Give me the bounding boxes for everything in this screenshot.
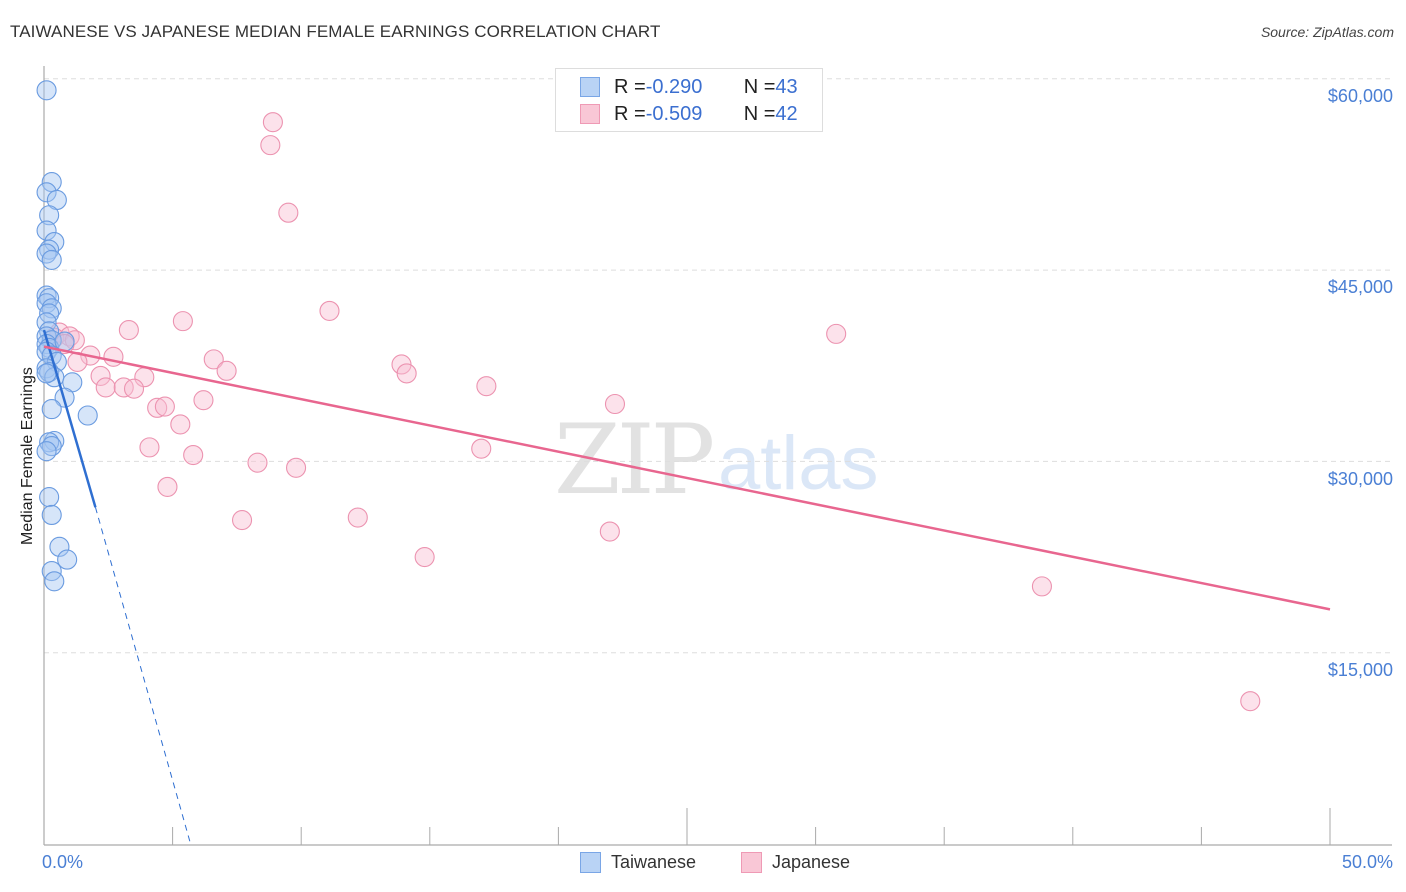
data-point-japanese[interactable]	[599, 521, 620, 542]
trendline-taiwanese	[42, 329, 97, 508]
data-point-japanese[interactable]	[286, 457, 307, 478]
data-point-taiwanese[interactable]	[57, 549, 78, 570]
data-point-japanese[interactable]	[216, 360, 237, 381]
series-japanese-points	[44, 112, 1261, 712]
n-label: N =	[743, 75, 776, 98]
data-point-taiwanese[interactable]	[41, 504, 62, 526]
data-point-japanese[interactable]	[139, 437, 160, 458]
taiwanese-swatch	[580, 852, 601, 873]
correlation-legend: R = -0.290 N = 43 R = -0.509 N = 42	[555, 68, 823, 132]
japanese-swatch	[580, 104, 600, 124]
legend-label: Taiwanese	[611, 852, 697, 872]
data-point-japanese[interactable]	[278, 202, 299, 223]
x-tick-max: 50.0%	[1341, 852, 1393, 872]
data-point-japanese[interactable]	[157, 476, 178, 497]
data-point-taiwanese[interactable]	[44, 571, 65, 592]
trendlines	[42, 329, 1331, 845]
legend-row-japanese: R = -0.509 N = 42	[580, 102, 798, 126]
data-point-taiwanese[interactable]	[36, 285, 57, 306]
data-point-taiwanese[interactable]	[77, 405, 98, 426]
y-tick-15000: $15,000	[1327, 660, 1393, 680]
chart-title: TAIWANESE VS JAPANESE MEDIAN FEMALE EARN…	[10, 22, 661, 41]
data-point-japanese[interactable]	[95, 377, 116, 398]
data-point-taiwanese[interactable]	[39, 487, 60, 508]
legend-label: Japanese	[772, 852, 851, 872]
n-label: N =	[743, 102, 776, 125]
data-point-japanese[interactable]	[147, 397, 168, 418]
r-value: -0.290	[645, 75, 703, 98]
data-point-japanese[interactable]	[231, 510, 253, 531]
data-point-japanese[interactable]	[262, 112, 283, 133]
data-point-taiwanese[interactable]	[36, 363, 57, 384]
r-label: R =	[614, 75, 646, 98]
data-point-japanese[interactable]	[154, 396, 175, 417]
data-point-japanese[interactable]	[471, 438, 492, 459]
y-tick-30000: $30,000	[1327, 469, 1393, 489]
data-point-taiwanese[interactable]	[49, 536, 70, 557]
trendline-japanese	[43, 345, 1331, 611]
data-point-japanese[interactable]	[118, 319, 139, 341]
data-point-taiwanese[interactable]	[36, 441, 57, 462]
gridlines	[44, 78, 1392, 654]
series-taiwanese-points	[36, 80, 98, 592]
data-point-japanese[interactable]	[183, 444, 204, 466]
data-point-japanese[interactable]	[347, 507, 368, 528]
data-point-japanese[interactable]	[113, 377, 134, 398]
r-value: -0.509	[645, 102, 703, 125]
data-point-japanese[interactable]	[1031, 576, 1052, 597]
watermark-atlas: atlas	[718, 421, 879, 506]
data-point-japanese[interactable]	[64, 330, 85, 351]
data-point-taiwanese[interactable]	[41, 249, 62, 270]
n-value: 42	[775, 102, 798, 125]
taiwanese-swatch	[580, 77, 600, 97]
data-point-taiwanese[interactable]	[36, 80, 57, 101]
data-point-taiwanese[interactable]	[36, 182, 57, 203]
data-point-japanese[interactable]	[203, 349, 224, 370]
data-point-taiwanese[interactable]	[41, 399, 62, 420]
n-value: 43	[775, 75, 798, 98]
data-point-japanese[interactable]	[193, 390, 214, 411]
data-point-japanese[interactable]	[604, 393, 626, 415]
data-point-japanese[interactable]	[172, 311, 193, 332]
data-point-japanese[interactable]	[123, 378, 145, 399]
bottom-legend-taiwanese[interactable]: Taiwanese	[580, 852, 696, 873]
data-point-japanese[interactable]	[826, 323, 847, 344]
data-point-taiwanese[interactable]	[39, 205, 60, 226]
y-axis-label: Median Female Earnings	[19, 367, 36, 545]
data-point-japanese[interactable]	[260, 135, 281, 156]
axes	[43, 66, 1392, 846]
bottom-legend-japanese[interactable]: Japanese	[741, 852, 850, 873]
data-point-japanese[interactable]	[170, 414, 191, 435]
watermark-zip: ZIP	[554, 404, 715, 516]
trendline-taiwanese-extension	[94, 507, 192, 845]
source-label: Source: ZipAtlas.com	[1260, 24, 1394, 40]
data-point-japanese[interactable]	[396, 363, 417, 384]
y-tick-45000: $45,000	[1327, 277, 1393, 297]
data-point-japanese[interactable]	[103, 346, 124, 367]
data-point-japanese[interactable]	[476, 376, 497, 397]
data-point-japanese[interactable]	[414, 546, 435, 568]
data-point-taiwanese[interactable]	[54, 331, 75, 352]
y-tick-60000: $60,000	[1327, 86, 1393, 106]
data-point-japanese[interactable]	[1240, 691, 1261, 712]
data-point-japanese[interactable]	[319, 300, 340, 321]
legend-row-taiwanese: R = -0.290 N = 43	[580, 75, 798, 99]
japanese-swatch	[741, 852, 762, 873]
r-label: R =	[614, 102, 646, 125]
x-tick-min: 0.0%	[42, 852, 84, 872]
data-point-japanese[interactable]	[90, 365, 111, 387]
data-point-japanese[interactable]	[247, 452, 268, 473]
